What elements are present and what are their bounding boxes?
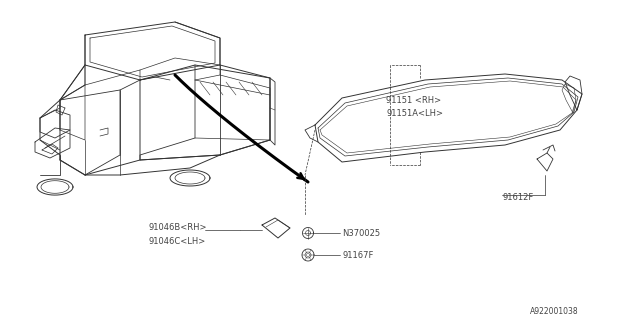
Text: 91046C<LH>: 91046C<LH> bbox=[148, 236, 205, 245]
Text: 91167F: 91167F bbox=[342, 251, 373, 260]
Text: N370025: N370025 bbox=[342, 228, 380, 237]
Text: A922001038: A922001038 bbox=[530, 308, 579, 316]
Text: 91151A<LH>: 91151A<LH> bbox=[386, 108, 443, 117]
Text: 91046B<RH>: 91046B<RH> bbox=[148, 223, 207, 233]
Text: 91151 <RH>: 91151 <RH> bbox=[386, 95, 441, 105]
Text: 91612F: 91612F bbox=[502, 194, 533, 203]
